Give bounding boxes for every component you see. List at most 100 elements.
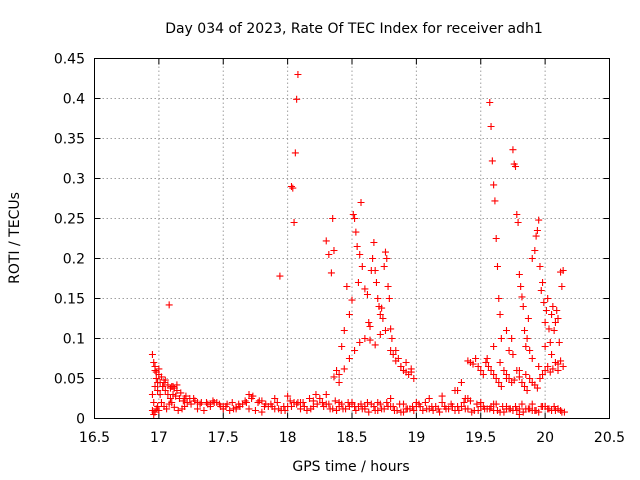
data-point (363, 291, 371, 298)
data-point (316, 395, 324, 402)
data-point (483, 355, 491, 362)
data-point (372, 279, 380, 286)
y-tick-label: 0.4 (63, 92, 85, 108)
data-point (376, 311, 384, 318)
y-tick-label: 0.45 (54, 52, 85, 68)
grid-lines (94, 58, 610, 419)
data-point (448, 403, 456, 410)
x-tick-label: 17.5 (208, 430, 239, 446)
data-point (254, 399, 262, 406)
data-point (425, 395, 433, 402)
data-point (194, 405, 201, 413)
data-point (329, 215, 337, 222)
data-point (378, 405, 386, 413)
data-point (157, 373, 165, 381)
y-tick-label: 0.35 (54, 132, 85, 148)
data-point (412, 399, 420, 406)
data-point (495, 379, 503, 386)
data-point (268, 403, 276, 410)
data-point (495, 295, 503, 302)
data-point (550, 327, 558, 334)
x-tick-label: 18 (279, 430, 297, 446)
data-point (419, 407, 427, 414)
data-point (206, 400, 214, 408)
data-point (294, 71, 302, 78)
data-point (335, 379, 343, 386)
data-point (397, 363, 405, 370)
data-point (150, 399, 158, 406)
data-point (497, 383, 505, 390)
data-point (384, 283, 392, 290)
data-point (352, 228, 360, 236)
data-point (287, 403, 295, 410)
data-point (293, 95, 301, 103)
data-point (544, 363, 552, 370)
data-point (312, 391, 320, 398)
data-point (512, 163, 520, 170)
data-point (300, 403, 308, 410)
data-point (155, 365, 163, 373)
data-point (503, 327, 510, 334)
data-point (518, 379, 526, 386)
data-point (559, 267, 567, 274)
data-point (518, 400, 526, 408)
data-point (330, 373, 338, 381)
data-point (165, 301, 173, 309)
data-point (326, 405, 334, 413)
data-point (488, 157, 496, 165)
data-point (166, 395, 174, 402)
data-point (515, 367, 523, 374)
data-point (522, 343, 530, 350)
data-point (349, 211, 357, 218)
data-point (416, 403, 424, 410)
data-point (345, 355, 353, 362)
data-point (469, 360, 477, 368)
data-point (187, 400, 195, 408)
data-point (513, 211, 521, 218)
data-point (249, 392, 257, 400)
data-point (335, 399, 343, 406)
data-point (344, 399, 352, 406)
data-point (539, 279, 547, 286)
data-point (322, 391, 330, 398)
data-point (503, 403, 510, 410)
data-point (492, 375, 500, 382)
data-point (148, 391, 156, 398)
data-point (515, 271, 523, 278)
data-point (174, 407, 182, 414)
data-point (526, 347, 534, 354)
data-point (354, 279, 362, 286)
data-point (409, 403, 417, 410)
data-point (428, 403, 436, 410)
data-point (541, 343, 549, 350)
x-tick-label: 20 (536, 430, 554, 446)
data-point (361, 335, 369, 342)
data-point (262, 400, 270, 408)
data-point (194, 399, 201, 406)
data-point (352, 407, 360, 414)
data-point (496, 359, 504, 366)
data-point (356, 339, 364, 346)
data-point (223, 400, 231, 408)
data-point (457, 379, 465, 386)
data-point (548, 311, 556, 318)
data-point (351, 215, 359, 222)
data-point (528, 355, 536, 362)
data-point (554, 315, 562, 322)
data-point (429, 407, 437, 414)
data-point (181, 395, 189, 402)
data-point (455, 407, 463, 414)
data-point (490, 343, 498, 350)
data-point (546, 339, 554, 346)
x-tick-label: 19 (407, 430, 425, 446)
data-point (524, 315, 532, 322)
data-point (381, 248, 389, 256)
data-point (403, 405, 411, 413)
data-point (371, 341, 379, 349)
data-point (356, 251, 364, 258)
data-point (276, 272, 284, 280)
data-point (509, 146, 517, 154)
data-point (333, 407, 341, 414)
data-point (258, 397, 266, 405)
data-point (521, 327, 529, 334)
